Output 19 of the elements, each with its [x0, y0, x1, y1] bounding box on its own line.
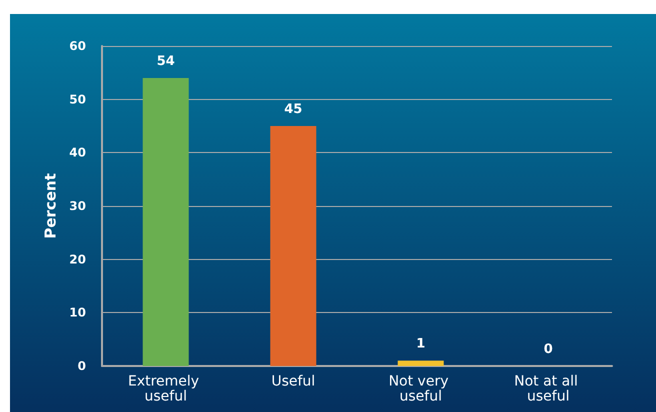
x-tick-label: Not very useful — [388, 374, 453, 404]
y-tick-label: 0 — [78, 359, 86, 373]
bar — [270, 126, 316, 366]
y-tick-label: 10 — [69, 306, 86, 320]
y-tick-label: 40 — [69, 146, 86, 160]
y-axis-title: Percent — [42, 173, 60, 239]
y-tick-label: 60 — [69, 39, 86, 53]
x-tick-label: Useful — [271, 374, 316, 390]
y-tick-label: 50 — [69, 92, 86, 106]
y-tick-label: 30 — [69, 199, 86, 213]
data-label: 45 — [284, 102, 302, 117]
y-tick-label: 20 — [69, 252, 86, 266]
x-tick-label: Not at all useful — [514, 374, 582, 404]
data-label: 1 — [416, 336, 426, 352]
data-label: 0 — [544, 342, 553, 357]
x-tick-label: Extremely useful — [128, 374, 204, 404]
data-label: 54 — [156, 54, 175, 69]
bar — [398, 360, 444, 366]
bar — [142, 78, 189, 366]
